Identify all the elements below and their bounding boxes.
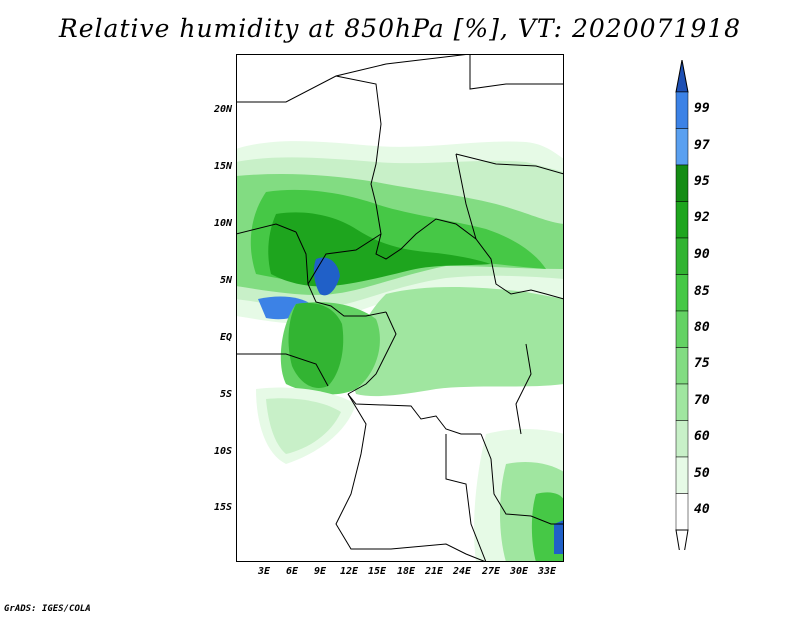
lon-label-21e: 21E [424, 566, 444, 577]
lon-label-27e: 27E [481, 566, 501, 577]
colorbar-swatch [675, 310, 689, 348]
colorbar-swatch [675, 274, 689, 312]
colorbar-label-40: 40 [694, 502, 710, 517]
colorbar-swatch [675, 164, 689, 202]
colorbar-label-92: 92 [694, 210, 710, 225]
credit-text: GrADS: IGES/COLA [4, 604, 91, 614]
colorbar-swatch [675, 420, 689, 458]
colorbar-label-99: 99 [694, 101, 710, 116]
lon-label-15e: 15E [367, 566, 387, 577]
rh-97-congo-west [313, 257, 340, 296]
colorbar-label-80: 80 [694, 320, 710, 335]
lat-label-eq: EQ [219, 332, 232, 343]
colorbar-swatch [675, 456, 689, 494]
lon-label-12e: 12E [339, 566, 359, 577]
rh-85-gabon [288, 302, 344, 388]
lon-label-6e: 6E [285, 566, 299, 577]
colorbar-swatch [675, 91, 689, 129]
map-panel [236, 54, 564, 562]
colorbar-label-90: 90 [694, 247, 710, 262]
lon-label-30e: 30E [509, 566, 529, 577]
lat-label-5s: 5S [219, 389, 232, 400]
lon-label-24e: 24E [452, 566, 472, 577]
rh-60-central [352, 287, 564, 397]
lon-label-33e: 33E [537, 566, 557, 577]
colorbar-label-95: 95 [694, 174, 710, 189]
rh-50-south [266, 398, 341, 454]
colorbar-label-70: 70 [694, 393, 710, 408]
colorbar-label-97: 97 [694, 138, 710, 153]
lat-label-20n: 20N [213, 104, 232, 115]
colorbar-label-75: 75 [694, 356, 710, 371]
colorbar-bottom-arrow [675, 529, 689, 567]
lon-label-9e: 9E [313, 566, 327, 577]
rh-97-southeast [554, 520, 564, 554]
colorbar-label-50: 50 [694, 466, 710, 481]
colorbar-top-arrow [675, 59, 689, 93]
lat-label-10n: 10N [213, 218, 232, 229]
map-frame [236, 54, 564, 562]
colorbar-swatch [675, 347, 689, 385]
colorbar-graphic [675, 59, 689, 567]
lon-label-3e: 3E [257, 566, 271, 577]
colorbar-swatch [675, 383, 689, 421]
humidity-field [236, 141, 564, 562]
colorbar-swatch [675, 128, 689, 166]
colorbar-label-60: 60 [694, 429, 710, 444]
lon-label-18e: 18E [396, 566, 416, 577]
humidity-map [236, 54, 564, 562]
lat-label-5n: 5N [219, 275, 232, 286]
country-borders [236, 54, 564, 562]
chart-title: Relative humidity at 850hPa [%], VT: 202… [58, 14, 742, 43]
lat-label-10s: 10S [213, 446, 232, 457]
colorbar [650, 59, 690, 567]
lat-label-15s: 15S [213, 502, 232, 513]
colorbar-swatch [675, 493, 689, 531]
lat-label-15n: 15N [213, 161, 232, 172]
colorbar-swatch [675, 201, 689, 239]
colorbar-label-85: 85 [694, 284, 710, 299]
colorbar-swatch [675, 237, 689, 275]
